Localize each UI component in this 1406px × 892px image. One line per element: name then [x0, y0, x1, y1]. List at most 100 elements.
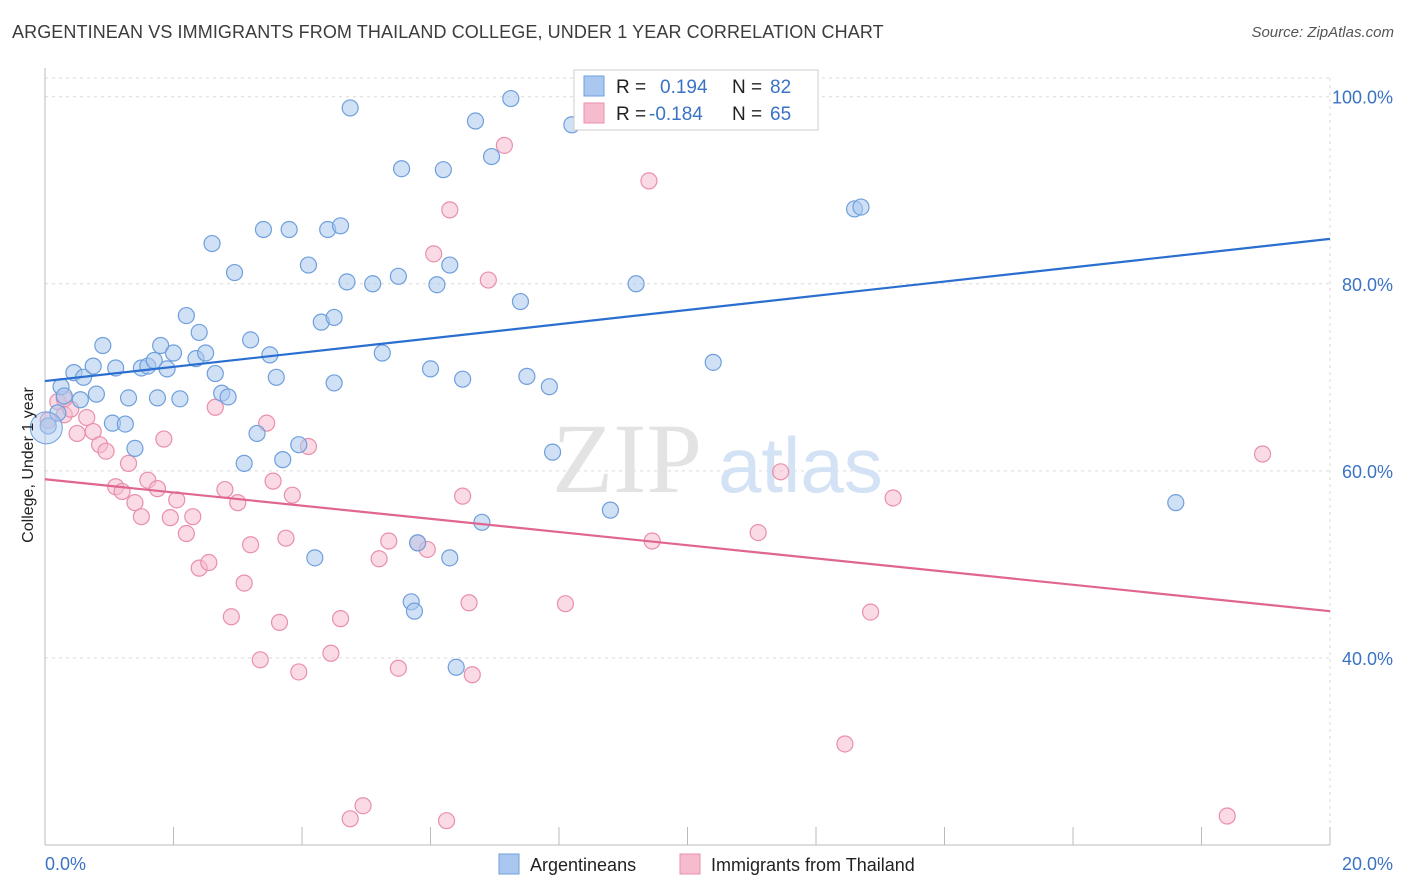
argentinean-point	[852, 198, 870, 216]
argentinean-point	[338, 273, 356, 291]
series-legend: Argentineans Immigrants from Thailand	[498, 853, 915, 875]
argentinean-point	[299, 256, 318, 274]
series-legend-swatch-thailand	[679, 853, 701, 875]
argentinean-point	[389, 267, 407, 285]
axes	[44, 68, 1331, 846]
thailand-point	[68, 424, 86, 443]
legend-r-value-1: 0.194	[660, 77, 708, 98]
series-argentineans-points	[29, 88, 1185, 676]
argentinean-point	[225, 263, 244, 282]
thailand-point	[242, 536, 260, 554]
thailand-point	[389, 659, 407, 677]
thailand-point	[556, 595, 575, 613]
argentinean-point	[55, 387, 73, 405]
argentinean-point	[543, 443, 562, 461]
legend-n-label-2: N =	[732, 104, 762, 125]
thailand-point	[322, 644, 340, 662]
watermark-atlas: atlas	[718, 421, 883, 509]
y-tick-label: 60.0%	[1342, 462, 1393, 482]
thailand-point	[283, 486, 301, 504]
argentinean-point	[119, 389, 138, 407]
y-tick-label: 80.0%	[1342, 275, 1393, 295]
argentinean-point	[242, 331, 260, 349]
argentinean-point	[248, 424, 266, 443]
thailand-point	[441, 201, 459, 219]
x-tick-label-max: 20.0%	[1342, 854, 1393, 874]
trend-line-thailand	[44, 478, 1331, 613]
thailand-point	[177, 524, 195, 543]
argentinean-point	[126, 439, 144, 458]
thailand-point	[380, 532, 398, 550]
argentinean-point	[197, 344, 215, 362]
thailand-point	[640, 172, 658, 190]
argentinean-point	[392, 160, 411, 178]
thailand-point	[132, 508, 150, 526]
thailand-point	[206, 398, 224, 416]
argentinean-point	[206, 364, 224, 383]
chart-title: ARGENTINEAN VS IMMIGRANTS FROM THAILAND …	[12, 22, 884, 42]
thailand-point	[370, 550, 388, 568]
trend-line-argentineans	[44, 237, 1331, 383]
thailand-point	[216, 480, 234, 499]
argentinean-point	[87, 385, 106, 403]
thailand-point	[270, 613, 289, 631]
argentinean-point	[518, 367, 536, 385]
legend-r-label-1: R =	[616, 77, 646, 98]
thailand-point	[277, 529, 295, 547]
thailand-point	[341, 810, 359, 828]
thailand-point	[479, 271, 497, 289]
argentinean-point	[441, 549, 459, 567]
series-legend-label-thailand: Immigrants from Thailand	[711, 855, 915, 875]
argentinean-point	[39, 417, 57, 435]
argentinean-point	[511, 292, 530, 311]
argentinean-cluster-point	[29, 411, 63, 445]
y-tick-label: 100.0%	[1332, 88, 1393, 108]
thailand-point	[264, 472, 282, 490]
legend-swatch-pink	[583, 102, 605, 124]
argentinean-point	[428, 276, 446, 294]
tick-labels: 40.0% 60.0% 80.0% 100.0% 0.0% 20.0%	[45, 88, 1393, 874]
argentinean-point	[331, 217, 350, 235]
argentinean-point	[421, 360, 440, 378]
legend-swatch-blue	[583, 75, 605, 97]
legend-n-label-1: N =	[732, 77, 762, 98]
argentinean-point	[219, 388, 237, 406]
thailand-point	[235, 574, 253, 592]
argentinean-point	[306, 549, 324, 567]
argentinean-point	[434, 161, 452, 179]
thailand-point	[184, 508, 202, 526]
correlation-legend: R = 0.194 N = 82 R = -0.184 N = 65	[573, 69, 819, 131]
argentinean-point	[405, 602, 424, 620]
legend-n-value-2: 65	[770, 104, 791, 125]
thailand-point	[836, 735, 854, 753]
thailand-point	[148, 480, 167, 498]
watermark: ZIP atlas	[552, 403, 883, 514]
thailand-point	[222, 608, 240, 626]
argentinean-point	[49, 404, 67, 422]
grid-lines	[45, 77, 1331, 845]
argentinean-point	[84, 357, 102, 375]
argentinean-point	[116, 415, 134, 433]
argentinean-point	[325, 308, 343, 327]
thailand-point	[749, 523, 767, 542]
argentinean-point	[94, 336, 112, 355]
argentinean-point	[177, 306, 195, 325]
thailand-point	[78, 408, 96, 427]
thailand-point	[200, 553, 218, 572]
thailand-point	[862, 603, 880, 621]
series-legend-swatch-argentineans	[498, 853, 520, 875]
argentinean-point	[704, 353, 722, 371]
thailand-point	[331, 610, 350, 628]
thailand-point	[1218, 807, 1236, 825]
thailand-point	[155, 430, 173, 448]
argentinean-point	[290, 436, 308, 454]
x-tick-label-min: 0.0%	[45, 854, 86, 874]
argentinean-point	[235, 454, 253, 472]
argentinean-point	[482, 147, 501, 166]
thailand-point	[772, 463, 790, 481]
argentinean-point	[190, 323, 208, 342]
thailand-point	[126, 494, 144, 512]
argentinean-point	[502, 89, 520, 108]
thailand-point	[454, 487, 472, 505]
